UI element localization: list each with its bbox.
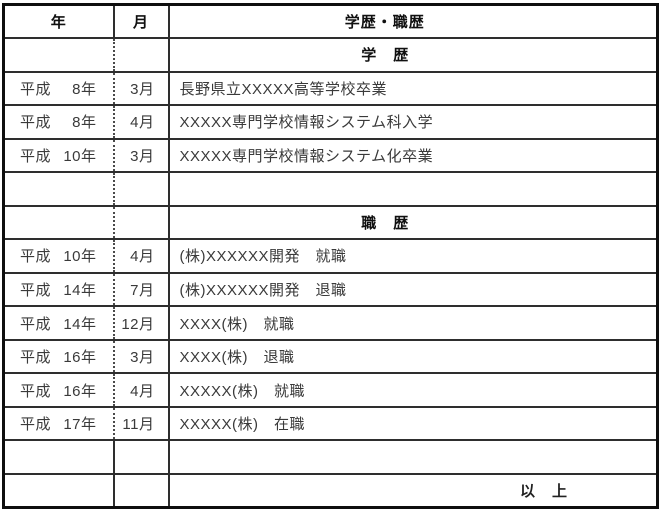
year-label: 8年 (72, 80, 97, 98)
history-entry: 長野県立XXXXX高等学校卒業 (168, 71, 658, 107)
year-cell (3, 440, 115, 475)
closing-row: 以 上 (3, 473, 658, 509)
era-label: 平成 (20, 282, 52, 300)
section-header-row-work: 職 歴 (3, 205, 658, 241)
year-cell: 平成 8年 (3, 71, 115, 107)
month-cell (113, 440, 170, 475)
era-label: 平成 (20, 248, 52, 266)
section-header-row-education: 学 歴 (3, 38, 658, 73)
table-row: 平成 17年 11月 XXXXX(株) 在職 (3, 406, 658, 442)
history-entry: XXXX(株) 退職 (168, 339, 658, 375)
history-entry: XXXXX(株) 就職 (168, 373, 658, 408)
year-label: 10年 (63, 248, 97, 266)
table-row: 平成 10年 3月 XXXXX専門学校情報システム化卒業 (3, 138, 658, 174)
month-cell: 11月 (113, 406, 170, 442)
month-cell: 4月 (113, 239, 170, 274)
table-header-row: 年 月 学歴・職歴 (3, 4, 658, 40)
month-cell (113, 473, 170, 509)
year-cell: 平成 8年 (3, 105, 115, 140)
history-entry (168, 440, 658, 475)
year-label: 14年 (63, 315, 97, 333)
table-row: 平成 8年 3月 長野県立XXXXX高等学校卒業 (3, 71, 658, 107)
month-cell (113, 38, 170, 73)
year-label: 16年 (63, 349, 97, 367)
era-label: 平成 (20, 80, 52, 98)
year-cell: 平成 16年 (3, 373, 115, 408)
year-label: 17年 (63, 416, 97, 434)
history-entry: XXXXX専門学校情報システム科入学 (168, 105, 658, 140)
history-entry: (株)XXXXXX開発 就職 (168, 239, 658, 274)
year-cell: 平成 16年 (3, 339, 115, 375)
month-cell: 12月 (113, 306, 170, 341)
column-header-month: 月 (113, 4, 170, 40)
year-label: 14年 (63, 282, 97, 300)
table-row: 平成 16年 4月 XXXXX(株) 就職 (3, 373, 658, 408)
month-cell: 3月 (113, 339, 170, 375)
year-cell: 平成 17年 (3, 406, 115, 442)
year-cell (3, 172, 115, 207)
column-header-history: 学歴・職歴 (168, 4, 658, 40)
history-entry: (株)XXXXXX開発 退職 (168, 272, 658, 308)
section-title: 学 歴 (168, 38, 658, 73)
era-label: 平成 (20, 147, 52, 165)
month-cell: 3月 (113, 138, 170, 174)
year-cell (3, 205, 115, 241)
education-work-history-table: 年 月 学歴・職歴 学 歴 平成 8年 3月 長野県立XXXXX高等学校卒業 平成… (2, 3, 659, 509)
closing-label: 以 上 (168, 473, 658, 509)
year-label: 8年 (72, 114, 97, 132)
history-entry: XXXXX(株) 在職 (168, 406, 658, 442)
era-label: 平成 (20, 114, 52, 132)
month-cell: 4月 (113, 373, 170, 408)
history-entry: XXXXX専門学校情報システム化卒業 (168, 138, 658, 174)
year-cell: 平成 10年 (3, 138, 115, 174)
table-row: 平成 10年 4月 (株)XXXXXX開発 就職 (3, 239, 658, 274)
empty-row (3, 172, 658, 207)
era-label: 平成 (20, 315, 52, 333)
history-entry (168, 172, 658, 207)
year-cell (3, 38, 115, 73)
era-label: 平成 (20, 349, 52, 367)
year-cell (3, 473, 115, 509)
month-cell: 3月 (113, 71, 170, 107)
section-title: 職 歴 (168, 205, 658, 241)
table-row: 平成 14年 12月 XXXX(株) 就職 (3, 306, 658, 341)
year-label: 10年 (63, 147, 97, 165)
month-cell (113, 172, 170, 207)
era-label: 平成 (20, 416, 52, 434)
table-row: 平成 8年 4月 XXXXX専門学校情報システム科入学 (3, 105, 658, 140)
year-cell: 平成 14年 (3, 272, 115, 308)
year-cell: 平成 10年 (3, 239, 115, 274)
era-label: 平成 (20, 382, 52, 400)
table-row: 平成 14年 7月 (株)XXXXXX開発 退職 (3, 272, 658, 308)
year-cell: 平成 14年 (3, 306, 115, 341)
column-header-year: 年 (3, 4, 115, 40)
year-label: 16年 (63, 382, 97, 400)
table-row: 平成 16年 3月 XXXX(株) 退職 (3, 339, 658, 375)
month-cell (113, 205, 170, 241)
month-cell: 4月 (113, 105, 170, 140)
history-entry: XXXX(株) 就職 (168, 306, 658, 341)
month-cell: 7月 (113, 272, 170, 308)
empty-row (3, 440, 658, 475)
